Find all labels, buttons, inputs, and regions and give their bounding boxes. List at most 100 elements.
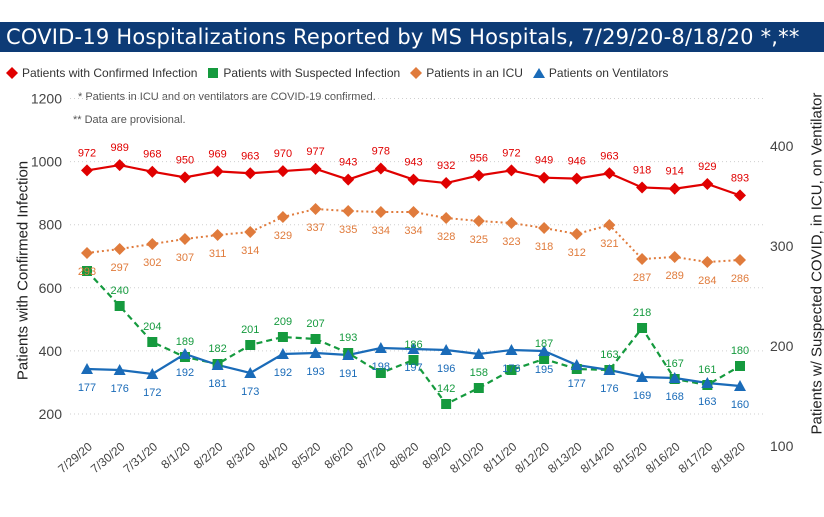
x-tick-label: 8/7/20 <box>354 439 389 471</box>
legend-item-confirmed: Patients with Confirmed Infection <box>6 66 197 80</box>
data-label: 172 <box>143 387 161 399</box>
x-tick-label: 8/15/20 <box>610 439 650 476</box>
data-label: 163 <box>600 349 618 361</box>
data-point-diamond <box>276 211 289 223</box>
data-point-diamond <box>570 172 583 185</box>
data-label: 187 <box>535 338 553 350</box>
data-point-triangle <box>81 363 93 374</box>
data-point-square <box>310 334 321 344</box>
red-diamond-marker-icon <box>6 67 18 79</box>
data-label: 968 <box>143 149 161 161</box>
legend-label-icu: Patients in an ICU <box>426 66 523 80</box>
data-point-triangle <box>636 371 649 382</box>
data-point-diamond <box>570 228 583 240</box>
data-point-diamond <box>211 165 224 178</box>
y-tick-label-left: 600 <box>39 280 63 296</box>
data-label: 197 <box>404 362 422 374</box>
data-label: 335 <box>339 224 357 236</box>
data-label: 209 <box>274 316 292 328</box>
data-label: 318 <box>535 241 553 253</box>
data-point-diamond <box>440 212 453 224</box>
data-label: 176 <box>600 383 618 395</box>
data-label: 173 <box>241 386 259 398</box>
x-tick-label: 8/4/20 <box>256 439 291 471</box>
data-point-triangle <box>440 344 453 355</box>
data-label: 978 <box>372 146 390 158</box>
x-tick-label: 8/17/20 <box>676 439 716 476</box>
data-point-diamond <box>146 238 159 250</box>
data-point-triangle <box>113 364 126 375</box>
data-label: 950 <box>176 154 194 166</box>
data-label: 286 <box>731 273 749 285</box>
data-label: 181 <box>208 378 226 390</box>
data-label: 956 <box>470 152 488 164</box>
data-label: 918 <box>633 164 651 176</box>
y-tick-label-left: 1000 <box>31 154 62 170</box>
data-label: 163 <box>698 396 716 408</box>
data-point-diamond <box>374 206 387 218</box>
data-label: 192 <box>176 367 194 379</box>
data-label: 297 <box>110 262 128 274</box>
data-point-triangle <box>276 348 289 359</box>
data-point-diamond <box>505 217 518 229</box>
data-label: 161 <box>698 364 716 376</box>
x-tick-label: 7/29/20 <box>55 439 95 476</box>
data-label: 972 <box>502 147 520 159</box>
x-tick-label: 7/31/20 <box>121 439 161 476</box>
x-tick-label: 8/12/20 <box>512 439 552 476</box>
data-label: 307 <box>176 252 194 264</box>
data-label: 970 <box>274 148 292 160</box>
data-label: 182 <box>208 343 226 355</box>
legend: Patients with Confirmed Infection Patien… <box>6 64 678 82</box>
data-point-diamond <box>178 171 191 184</box>
data-label: 334 <box>404 225 422 237</box>
y-tick-label-right: 200 <box>770 338 794 354</box>
legend-label-confirmed: Patients with Confirmed Infection <box>22 66 198 80</box>
y-tick-label-right: 300 <box>770 238 794 254</box>
data-point-diamond <box>407 173 420 186</box>
data-point-triangle <box>668 372 681 383</box>
data-point-diamond <box>309 203 322 215</box>
x-tick-label: 8/16/20 <box>643 439 683 476</box>
data-point-diamond <box>636 253 649 265</box>
data-point-diamond <box>472 215 485 227</box>
data-label: 972 <box>78 147 96 159</box>
data-label: 287 <box>633 272 651 284</box>
data-point-diamond <box>244 226 257 238</box>
series-line <box>86 270 741 406</box>
data-point-diamond <box>146 165 159 178</box>
data-point-square <box>375 368 386 378</box>
data-point-square <box>735 361 745 371</box>
data-point-triangle <box>734 380 746 391</box>
data-point-triangle <box>538 345 551 356</box>
data-point-square <box>147 337 158 347</box>
data-label: 321 <box>600 238 618 250</box>
data-label: 328 <box>437 231 455 243</box>
legend-item-ventilators: Patients on Ventilators <box>532 66 668 80</box>
legend-item-suspected: Patients with Suspected Infection <box>207 66 400 80</box>
x-tick-label: 8/10/20 <box>447 439 487 476</box>
data-point-diamond <box>668 251 681 263</box>
data-label: 180 <box>731 345 749 357</box>
data-point-square <box>114 301 125 311</box>
data-label: 989 <box>110 142 128 154</box>
x-tick-label: 8/8/20 <box>387 439 422 471</box>
data-point-diamond <box>407 206 420 218</box>
data-point-triangle <box>701 377 714 388</box>
x-tick-label: 8/3/20 <box>224 439 259 471</box>
data-label: 158 <box>470 367 488 379</box>
data-point-diamond <box>538 222 551 234</box>
data-label: 943 <box>339 157 357 169</box>
data-point-square <box>277 332 288 342</box>
data-point-triangle <box>211 359 224 370</box>
x-tick-label: 8/18/20 <box>708 439 748 476</box>
data-point-square <box>82 266 92 276</box>
data-label: 314 <box>241 245 259 257</box>
data-label: 932 <box>437 160 455 172</box>
data-label: 176 <box>502 363 520 375</box>
legend-item-icu: Patients in an ICU <box>410 66 523 80</box>
data-label: 337 <box>306 222 324 234</box>
data-point-square <box>539 354 550 364</box>
data-point-square <box>473 383 484 393</box>
